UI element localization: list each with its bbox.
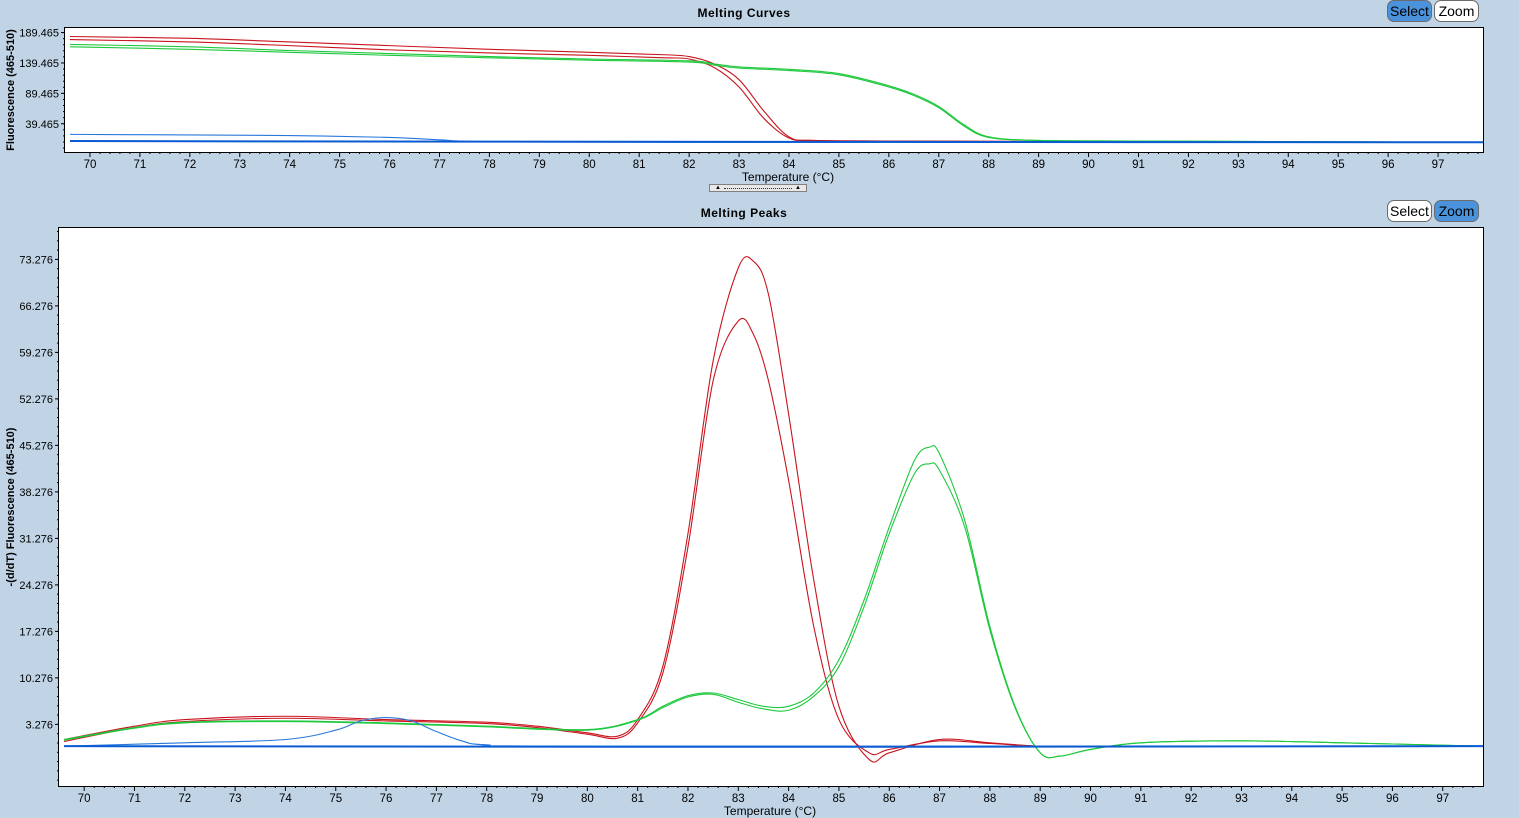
y-tick-label: 3.276 [25, 719, 53, 731]
series-line-dark_blue [64, 745, 1483, 748]
x-tick-label: 72 [183, 159, 196, 171]
x-tick-label: 76 [383, 159, 396, 171]
y-tick-label: 66.276 [19, 301, 53, 313]
x-tick-label: 82 [683, 159, 696, 171]
x-tick-label: 96 [1386, 793, 1399, 805]
x-tick-label: 84 [782, 793, 795, 805]
x-tick-label: 94 [1282, 159, 1295, 171]
x-tick-label: 86 [882, 159, 895, 171]
x-tick-label: 79 [533, 159, 546, 171]
series-group [63, 256, 1483, 763]
x-tick-label: 83 [732, 793, 745, 805]
melting-peaks-title: Melting Peaks [700, 206, 788, 220]
x-tick-label: 93 [1232, 159, 1245, 171]
series-line-red [63, 256, 1483, 763]
x-tick-label: 92 [1182, 159, 1195, 171]
x-tick-label: 88 [983, 793, 996, 805]
x-tick-label: 80 [581, 793, 594, 805]
x-tick-label: 77 [430, 793, 443, 805]
x-tick-label: 86 [883, 793, 896, 805]
curves-zoom-button[interactable]: Zoom [1434, 0, 1479, 22]
y-tick-label: 39.465 [25, 119, 59, 131]
x-tick-label: 90 [1084, 793, 1097, 805]
melting-curves-xlabel: Temperature (°C) [741, 170, 835, 184]
x-tick-label: 89 [1032, 159, 1045, 171]
peaks-zoom-button[interactable]: Zoom [1434, 200, 1479, 222]
x-tick-label: 95 [1332, 159, 1345, 171]
x-tick-label: 85 [833, 159, 846, 171]
x-tick-label: 76 [380, 793, 393, 805]
x-tick-label: 90 [1082, 159, 1095, 171]
x-tick-label: 74 [283, 159, 296, 171]
x-tick-label: 97 [1436, 793, 1449, 805]
x-tick-label: 84 [783, 159, 796, 171]
x-tick-label: 74 [279, 793, 292, 805]
panel-splitter[interactable]: ▲ ▲ [709, 184, 807, 192]
melting-peaks-plot-area[interactable] [58, 227, 1484, 787]
x-tick-label: 73 [233, 159, 246, 171]
peaks-select-button[interactable]: Select [1387, 200, 1432, 222]
series-line-green [69, 46, 1483, 143]
x-tick-label: 87 [932, 159, 945, 171]
x-tick-label: 95 [1336, 793, 1349, 805]
y-tick-label: 89.465 [25, 88, 59, 100]
y-tick-label: 73.276 [19, 254, 53, 266]
series-line-red [63, 317, 1483, 756]
x-tick-label: 88 [982, 159, 995, 171]
x-tick-label: 77 [433, 159, 446, 171]
y-axis-label: -(d/dT) Fluorescence (465-510) [5, 427, 17, 586]
series-line-dark_blue [69, 140, 1483, 144]
series-line-green [63, 462, 1483, 759]
y-tick-label: 31.276 [19, 533, 53, 545]
x-tick-label: 82 [682, 793, 695, 805]
splitter-up-icon-right: ▲ [795, 185, 801, 191]
splitter-up-icon: ▲ [715, 185, 721, 191]
x-tick-label: 92 [1185, 793, 1198, 805]
y-tick-label: 38.276 [19, 487, 53, 499]
melting-curves-plot-area[interactable] [64, 27, 1484, 153]
x-tick-label: 79 [531, 793, 544, 805]
x-tick-label: 78 [483, 159, 496, 171]
x-tick-label: 81 [633, 159, 646, 171]
y-tick-label: 10.276 [19, 673, 53, 685]
x-tick-label: 94 [1285, 793, 1298, 805]
x-tick-label: 96 [1382, 159, 1395, 171]
x-tick-label: 72 [178, 793, 191, 805]
x-tick-label: 71 [133, 159, 146, 171]
y-tick-label: 52.276 [19, 394, 53, 406]
y-tick-label: 24.276 [19, 580, 53, 592]
x-tick-label: 71 [128, 793, 141, 805]
melting-curves-chart: 70 71 72 73 74 75 76 77 78 79 80 81 82 83 84 85 86 87 88 89… [5, 28, 1483, 171]
x-tick-label: 91 [1132, 159, 1145, 171]
x-tick-label: 81 [631, 793, 644, 805]
series-group [69, 35, 1483, 144]
melting-peaks-xlabel: Temperature (°C) [723, 804, 817, 818]
x-tick-label: 75 [329, 793, 342, 805]
x-tick-label: 85 [833, 793, 846, 805]
y-tick-label: 59.276 [19, 347, 53, 359]
x-tick-label: 89 [1034, 793, 1047, 805]
curves-select-button[interactable]: Select [1387, 0, 1432, 22]
x-tick-label: 93 [1235, 793, 1248, 805]
x-tick-label: 80 [583, 159, 596, 171]
melting-curves-title: Melting Curves [697, 6, 791, 20]
x-tick-label: 73 [229, 793, 242, 805]
y-axis-label: Fluorescence (465-510) [5, 29, 17, 151]
y-tick-label: 45.276 [19, 440, 53, 452]
x-tick-label: 87 [933, 793, 946, 805]
y-tick-label: 189.465 [19, 28, 59, 40]
x-tick-label: 83 [733, 159, 746, 171]
x-tick-label: 78 [480, 793, 493, 805]
y-tick-label: 17.276 [19, 626, 53, 638]
x-tick-label: 97 [1432, 159, 1445, 171]
x-tick-label: 70 [78, 793, 91, 805]
x-tick-label: 75 [333, 159, 346, 171]
x-tick-label: 70 [84, 159, 97, 171]
x-tick-label: 91 [1134, 793, 1147, 805]
y-tick-label: 139.465 [19, 58, 59, 70]
